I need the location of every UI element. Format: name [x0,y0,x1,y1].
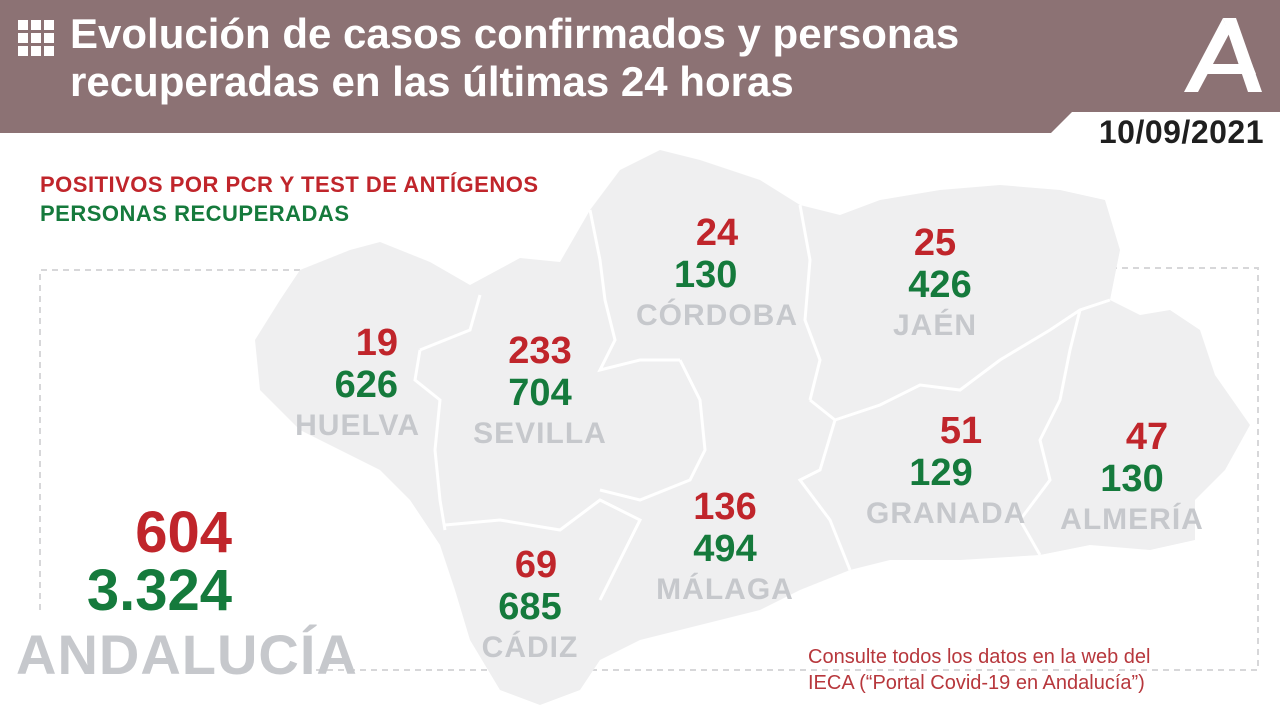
huelva-positives: 19 [355,322,398,364]
malaga-recovered: 494 [693,528,757,570]
border-malaga-granada [797,398,852,571]
cordoba-positives: 24 [695,212,739,254]
source-note-line-1: Consulte todos los datos en la web del [808,646,1151,668]
province-malaga: 136 494 MÁLAGA [655,486,795,610]
title-line-2: recuperadas en las últimas 24 horas [70,58,794,105]
date-box [1072,112,1280,152]
border-sevilla-cordoba [588,209,680,373]
total-recovered: 3.324 [86,558,232,623]
total-positives: 604 [135,500,232,565]
jaen-positives: 25 [913,222,957,264]
border-sevilla-malaga [599,359,707,502]
province-granada: 51 129 GRANADA [866,410,1026,534]
border-jaen-granada [834,298,1111,422]
jaen-name: JAÉN [892,309,978,342]
source-note-line-2: IECA (“Portal Covid-19 en Andalucía”) [808,672,1145,694]
malaga-positives: 136 [693,486,757,528]
date-label: 10/09/2021 [1098,114,1264,150]
sevilla-name: SEVILLA [473,417,607,450]
province-jaen: 25 426 JAÉN [880,222,990,346]
almeria-name: ALMERÍA [1060,503,1204,536]
source-note: Consulte todos los datos en la web del I… [808,644,1150,696]
total-region-name: ANDALUCÍA [16,623,358,686]
almeria-recovered: 130 [1100,458,1164,500]
almeria-positives: 47 [1125,416,1169,458]
huelva-recovered: 626 [334,364,398,406]
cadiz-name: CÁDIZ [481,631,579,664]
province-cadiz: 69 685 CÁDIZ [470,544,590,668]
dashed-frame-right [300,267,1259,671]
dashed-frame [39,269,300,610]
cadiz-recovered: 685 [498,586,562,628]
junta-de-andalucia-logo [1184,18,1262,92]
cordoba-recovered: 130 [674,254,738,296]
border-cordoba-jaen [798,204,822,401]
sevilla-recovered: 704 [508,372,572,414]
province-cordoba: 24 130 CÓRDOBA [632,212,802,336]
jaen-recovered: 426 [908,264,972,306]
granada-name: GRANADA [866,497,1027,530]
page-title: Evolución de casos confirmados y persona… [70,10,1150,106]
header-bar [0,0,1280,133]
province-sevilla: 233 704 SEVILLA [470,330,610,454]
province-huelva: 19 626 HUELVA [290,322,420,446]
date-notch [1050,112,1072,134]
cordoba-name: CÓRDOBA [636,299,798,332]
cadiz-positives: 69 [514,544,558,586]
granada-recovered: 129 [909,452,973,494]
legend-positives: POSITIVOS POR PCR Y TEST DE ANTÍGENOS [40,172,539,197]
province-almeria: 47 130 ALMERÍA [1060,416,1204,540]
border-granada-almeria [1018,309,1082,556]
grid-icon [18,20,54,56]
title-line-1: Evolución de casos confirmados y persona… [70,10,960,57]
border-huelva-sevilla [419,294,482,352]
border-sevilla-cadiz [444,498,643,601]
region-shape [255,150,1250,705]
huelva-name: HUELVA [295,409,420,442]
border-huelva-sevilla-2 [413,349,447,531]
legend-recovered: PERSONAS RECUPERADAS [40,201,350,226]
granada-positives: 51 [939,410,983,452]
sevilla-positives: 233 [508,330,572,372]
malaga-name: MÁLAGA [656,573,794,606]
